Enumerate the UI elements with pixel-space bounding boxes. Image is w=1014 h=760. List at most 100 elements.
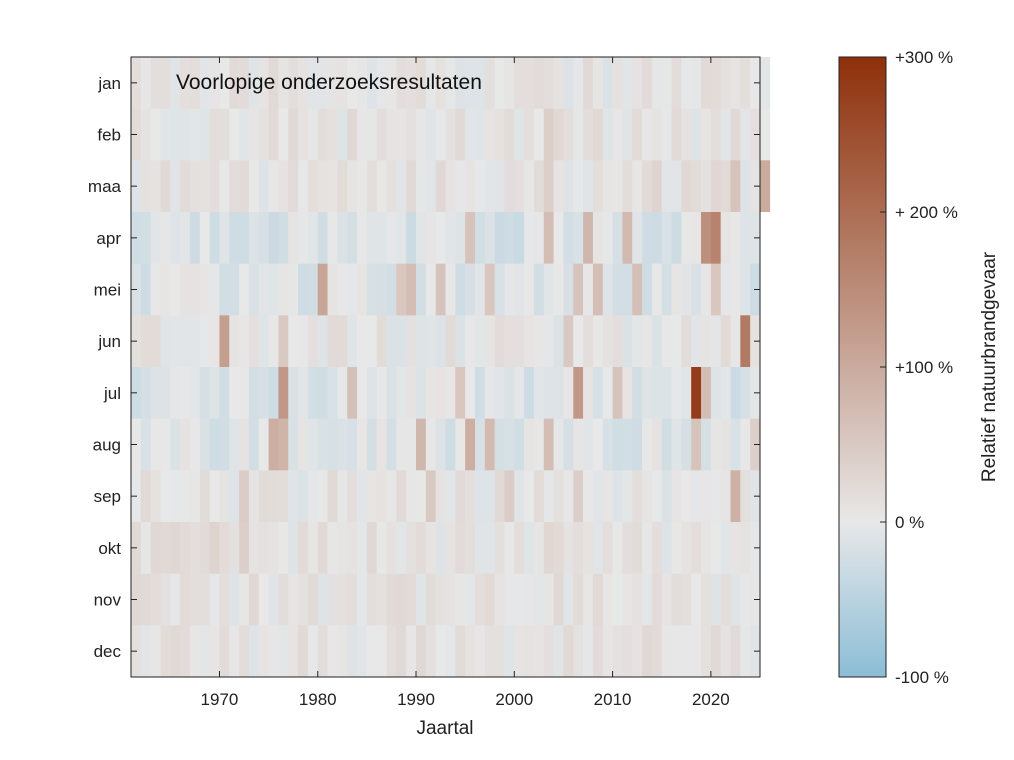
heatmap-cell <box>455 470 466 523</box>
heatmap-cell <box>140 418 151 471</box>
heatmap-cell <box>406 212 417 264</box>
heatmap-cell <box>533 57 545 109</box>
heatmap-cell <box>425 263 436 316</box>
heatmap-cell <box>150 263 161 316</box>
heatmap-cell <box>386 625 397 678</box>
heatmap-cell <box>592 573 604 626</box>
heatmap-cell <box>514 160 525 213</box>
heatmap-cell <box>740 263 751 316</box>
heatmap-cell <box>553 57 564 109</box>
heatmap-cell <box>268 57 279 109</box>
heatmap-cell <box>730 315 741 368</box>
heatmap-cell <box>396 108 407 161</box>
heatmap-cell <box>327 573 338 626</box>
heatmap-cell <box>386 212 397 264</box>
heatmap-cell <box>406 522 417 574</box>
heatmap-cell <box>642 57 653 109</box>
heatmap-cell <box>219 263 230 316</box>
heatmap-cell <box>563 57 574 109</box>
heatmap-cell <box>239 160 250 213</box>
heatmap-cell <box>632 212 643 264</box>
heatmap-cell <box>268 522 279 574</box>
heatmap-cell <box>710 367 721 419</box>
heatmap-cell <box>494 108 505 161</box>
heatmap-cell <box>180 367 191 419</box>
heatmap-cell <box>563 418 574 471</box>
heatmap-cell <box>239 108 250 161</box>
heatmap-cell <box>357 108 368 161</box>
heatmap-cell <box>337 263 348 316</box>
heatmap-cell <box>376 212 387 264</box>
heatmap-cell <box>524 625 535 678</box>
heatmap-cell <box>376 57 387 109</box>
heatmap-cell <box>671 315 682 368</box>
heatmap-cell <box>416 315 427 368</box>
heatmap-cell <box>465 470 476 523</box>
heatmap-cell <box>239 263 250 316</box>
heatmap-cell <box>366 573 378 626</box>
heatmap-cell <box>760 367 771 419</box>
heatmap-cell <box>760 315 771 368</box>
heatmap-cell <box>258 263 269 316</box>
heatmap-cell <box>278 160 289 213</box>
heatmap-cell <box>661 57 672 109</box>
heatmap-cell <box>160 212 171 264</box>
heatmap-cell <box>602 418 613 471</box>
heatmap-cell <box>455 212 466 264</box>
heatmap-cell <box>160 522 171 574</box>
heatmap-cell <box>740 418 751 471</box>
heatmap-cell <box>524 108 535 161</box>
heatmap-cell <box>740 57 751 109</box>
heatmap-cell <box>288 57 299 109</box>
heatmap-cell <box>357 160 368 213</box>
heatmap-cell <box>258 57 269 109</box>
heatmap-cell <box>651 367 663 419</box>
heatmap-cell <box>219 573 230 626</box>
month-tick-label: jan <box>97 74 121 93</box>
heatmap-cell <box>592 315 604 368</box>
heatmap-cell <box>366 160 378 213</box>
heatmap-cell <box>347 160 358 213</box>
heatmap-cell <box>445 367 456 419</box>
heatmap-cell <box>533 470 545 523</box>
heatmap-cell <box>573 418 584 471</box>
heatmap-cell <box>514 367 525 419</box>
heatmap-cell <box>760 160 771 213</box>
heatmap-cell <box>376 625 387 678</box>
heatmap-cell <box>760 108 771 161</box>
heatmap-cell <box>504 418 515 471</box>
heatmap-cell <box>396 625 407 678</box>
heatmap-cell <box>219 367 230 419</box>
heatmap-cell <box>494 522 505 574</box>
heatmap-cell <box>327 263 338 316</box>
heatmap-cell <box>455 573 466 626</box>
heatmap-cell <box>730 625 741 678</box>
heatmap-cell <box>317 573 328 626</box>
heatmap-cell <box>307 418 319 471</box>
heatmap-cell <box>730 573 741 626</box>
heatmap-cell <box>465 367 476 419</box>
heatmap-cell <box>474 212 486 264</box>
heatmap-cell <box>288 367 299 419</box>
heatmap-cell <box>298 522 309 574</box>
heatmap-cell <box>632 367 643 419</box>
heatmap-cell <box>642 160 653 213</box>
heatmap-cell <box>474 315 486 368</box>
heatmap-cell <box>425 625 436 678</box>
heatmap-cell <box>288 573 299 626</box>
heatmap-cell <box>347 418 358 471</box>
heatmap-cell <box>327 108 338 161</box>
heatmap-cell <box>622 315 633 368</box>
month-tick-label: jun <box>97 332 121 351</box>
heatmap-cell <box>612 315 623 368</box>
heatmap-cell <box>514 573 525 626</box>
heatmap-cell <box>504 470 515 523</box>
heatmap-cell <box>347 522 358 574</box>
heatmap-cell <box>651 212 663 264</box>
heatmap-cell <box>199 418 210 471</box>
heatmap-cell <box>435 418 446 471</box>
heatmap-cell <box>484 625 495 678</box>
heatmap-cell <box>288 625 299 678</box>
heatmap-cell <box>150 315 161 368</box>
